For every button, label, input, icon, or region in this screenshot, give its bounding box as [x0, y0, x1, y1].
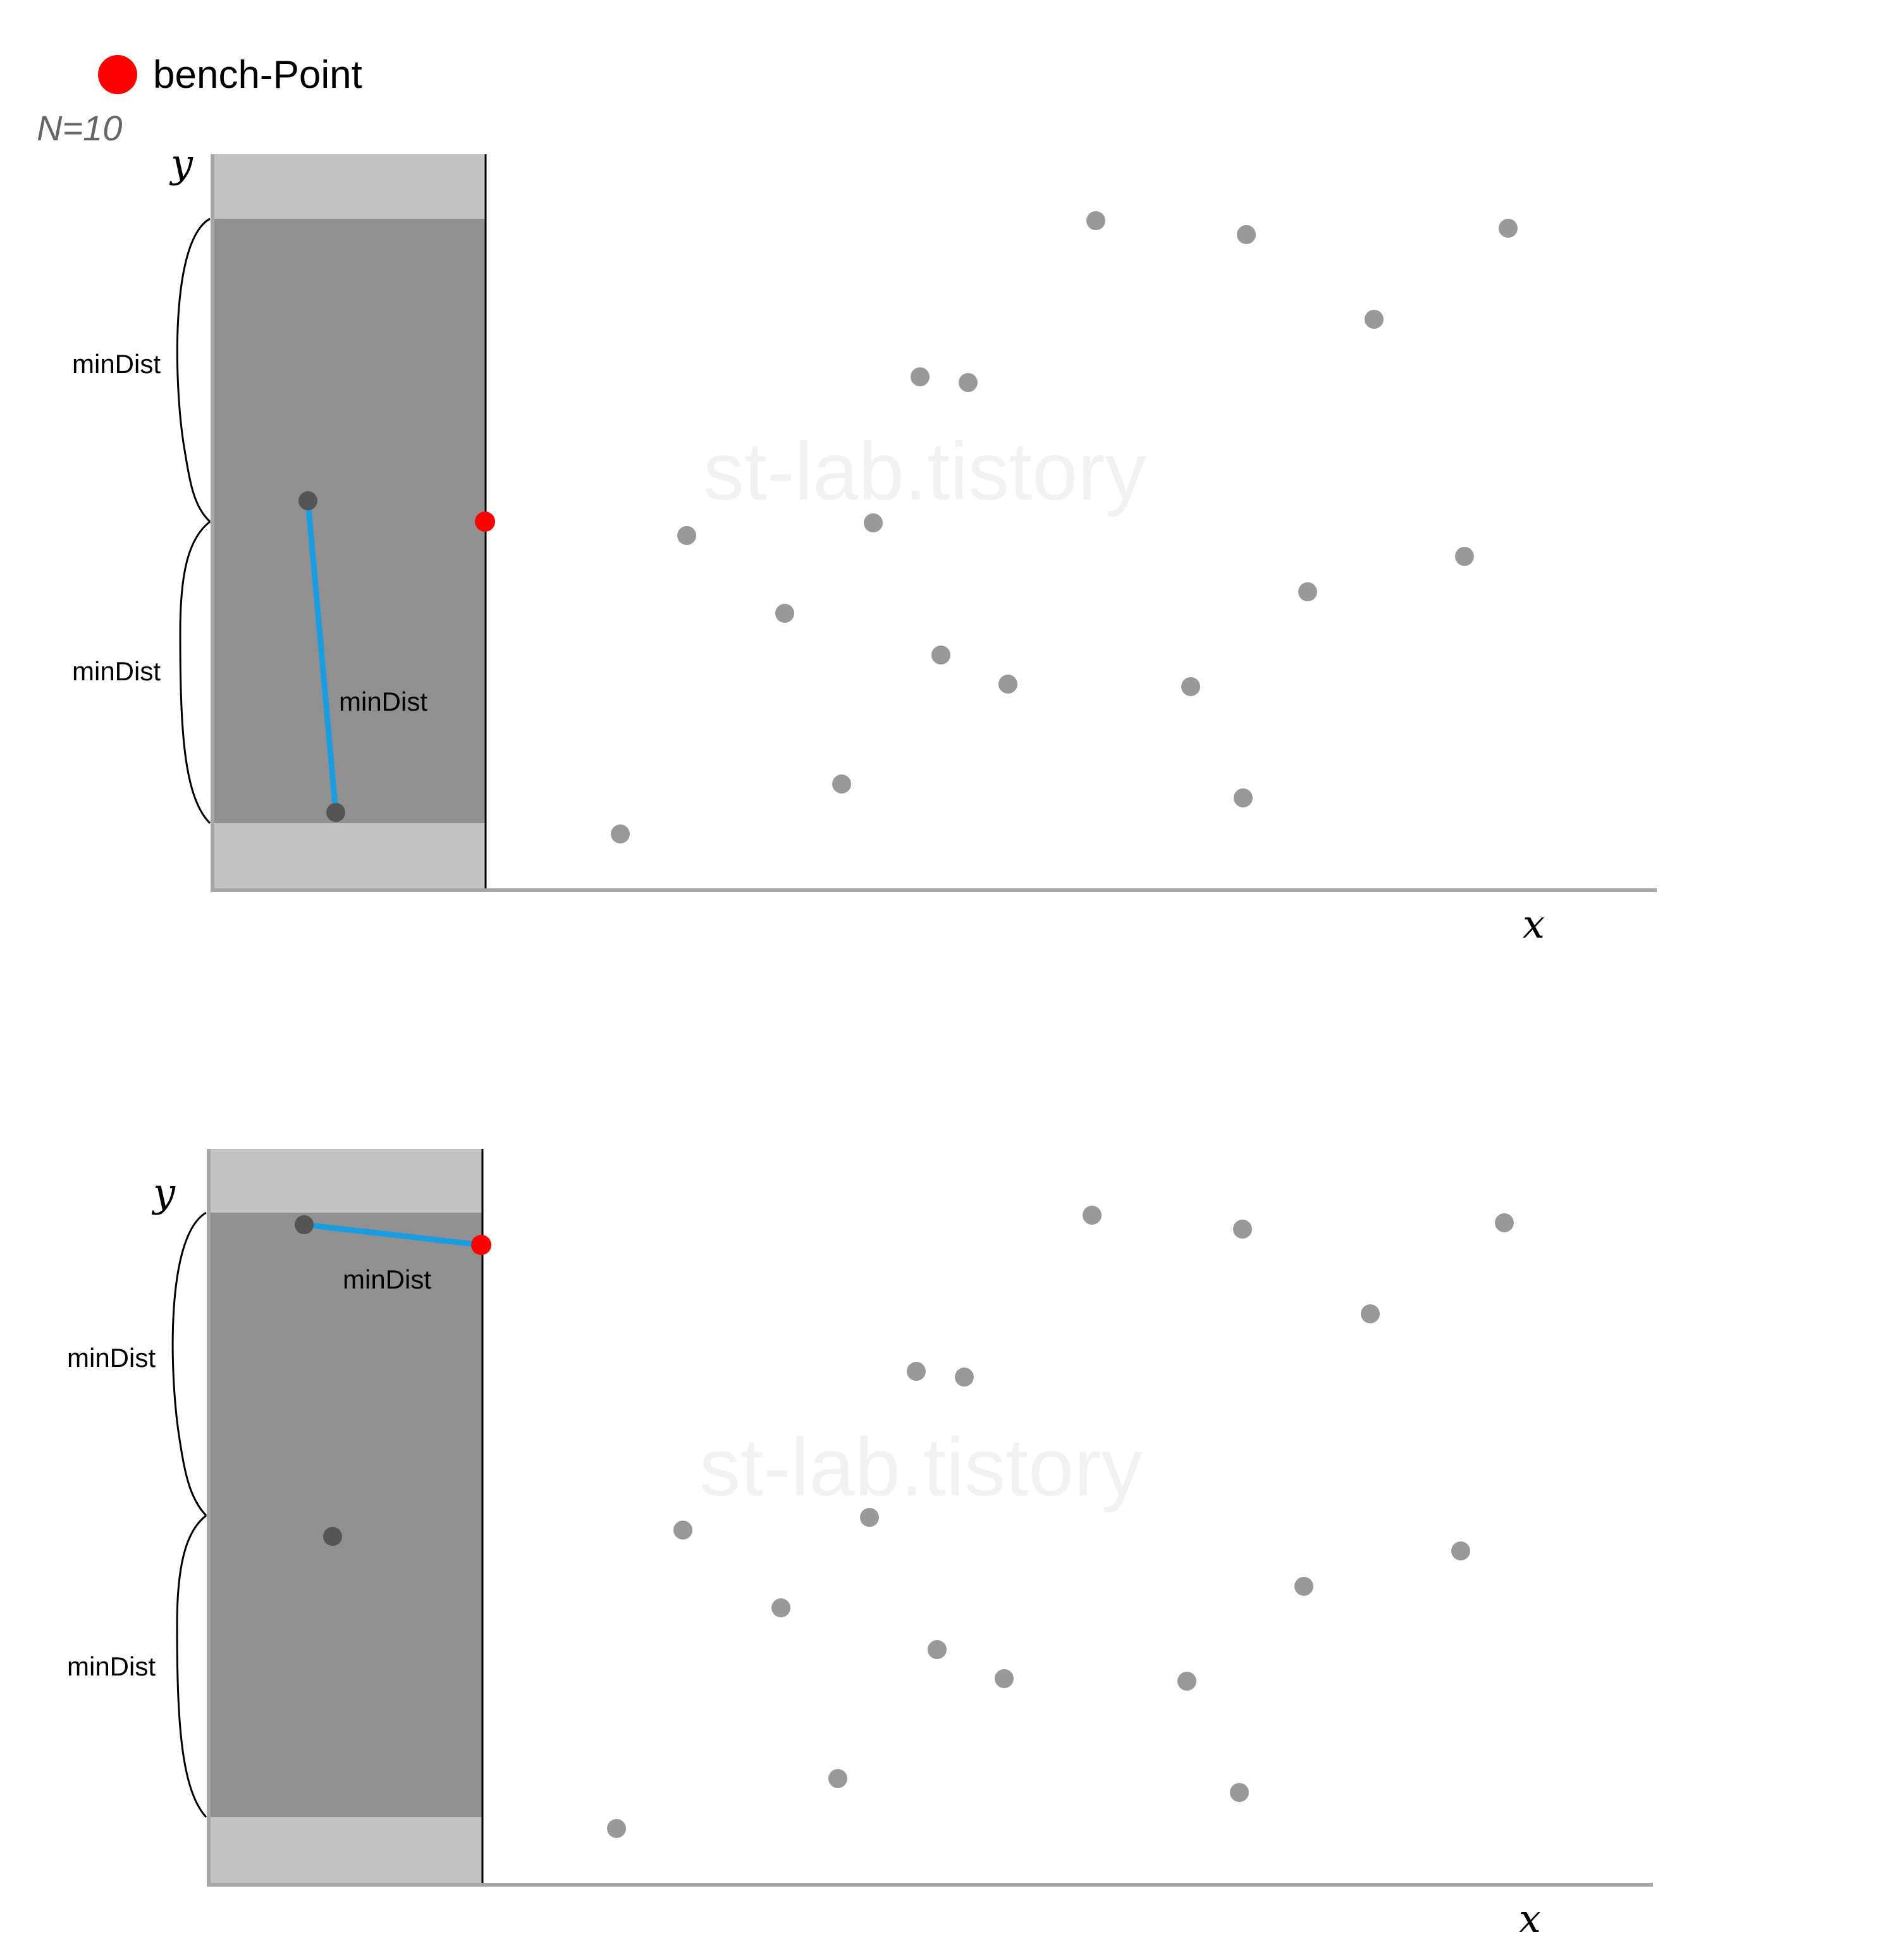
min-dist-line [305, 500, 339, 813]
data-point [611, 824, 630, 843]
data-point [1294, 1577, 1313, 1596]
strip-point [326, 803, 345, 822]
data-point [998, 675, 1017, 694]
brace-bottom-label: minDist [67, 1651, 156, 1681]
data-point [1230, 1783, 1249, 1802]
strip-region-inner [209, 1213, 482, 1817]
y-axis-label: y [151, 1170, 176, 1216]
data-point [959, 373, 978, 392]
strip-point [295, 1215, 314, 1234]
brace-bottom [179, 520, 211, 824]
data-point [907, 1362, 926, 1381]
data-point [1233, 1220, 1252, 1239]
data-point [677, 526, 696, 545]
bench-point [471, 1235, 491, 1255]
brace-bottom-label: minDist [72, 656, 161, 686]
data-point [607, 1819, 626, 1838]
brace-bottom [176, 1514, 207, 1818]
data-point [1177, 1672, 1196, 1691]
y-axis-label: y [169, 140, 193, 187]
min-dist-label: minDist [343, 1265, 431, 1294]
data-point [1237, 225, 1256, 244]
watermark: st-lab.tistory [703, 425, 1146, 517]
brace-top [176, 217, 211, 523]
x-axis-label: x [1519, 1896, 1541, 1942]
strip-point [298, 491, 317, 510]
data-point [1086, 211, 1105, 230]
data-point [828, 1769, 847, 1788]
data-point [1365, 310, 1384, 329]
legend-label: bench-Point [153, 53, 362, 97]
data-point [931, 646, 950, 665]
x-axis-label: x [1523, 901, 1545, 947]
data-point [860, 1508, 879, 1527]
data-point [1499, 219, 1518, 238]
data-point [832, 775, 851, 793]
brace-top-label: minDist [72, 349, 161, 379]
data-point [771, 1598, 790, 1617]
data-point [1083, 1206, 1102, 1225]
data-point [955, 1368, 974, 1387]
panel-top: y x minDist minDist st-lab.tistory minDi… [72, 140, 1657, 947]
data-point [1181, 677, 1200, 696]
data-point [1298, 582, 1317, 601]
data-point [775, 604, 794, 623]
data-point [1495, 1213, 1514, 1232]
data-point [673, 1521, 692, 1540]
legend-bench-point-marker [98, 55, 137, 94]
strip-points-layer [295, 1215, 342, 1546]
watermark: st-lab.tistory [699, 1421, 1143, 1513]
points-layer [607, 1206, 1514, 1838]
strip-points-layer [298, 491, 345, 822]
brace-top [171, 1211, 207, 1517]
data-point [928, 1640, 947, 1659]
strip-region-inner [212, 219, 486, 823]
min-dist-line [304, 1222, 482, 1248]
strip-point [323, 1527, 342, 1546]
data-point [864, 513, 883, 532]
data-point [1451, 1541, 1470, 1560]
brace-top-label: minDist [67, 1343, 156, 1373]
data-point [1361, 1304, 1380, 1323]
data-point [911, 367, 930, 386]
data-point [995, 1669, 1014, 1688]
bench-point [475, 511, 495, 532]
data-point [1455, 547, 1474, 566]
n-label: N=10 [37, 108, 122, 148]
min-dist-label: minDist [339, 687, 427, 716]
points-layer [611, 211, 1518, 843]
panel-bottom: y x minDist minDist st-lab.tistory minDi… [67, 1149, 1653, 1942]
data-point [1234, 788, 1253, 807]
